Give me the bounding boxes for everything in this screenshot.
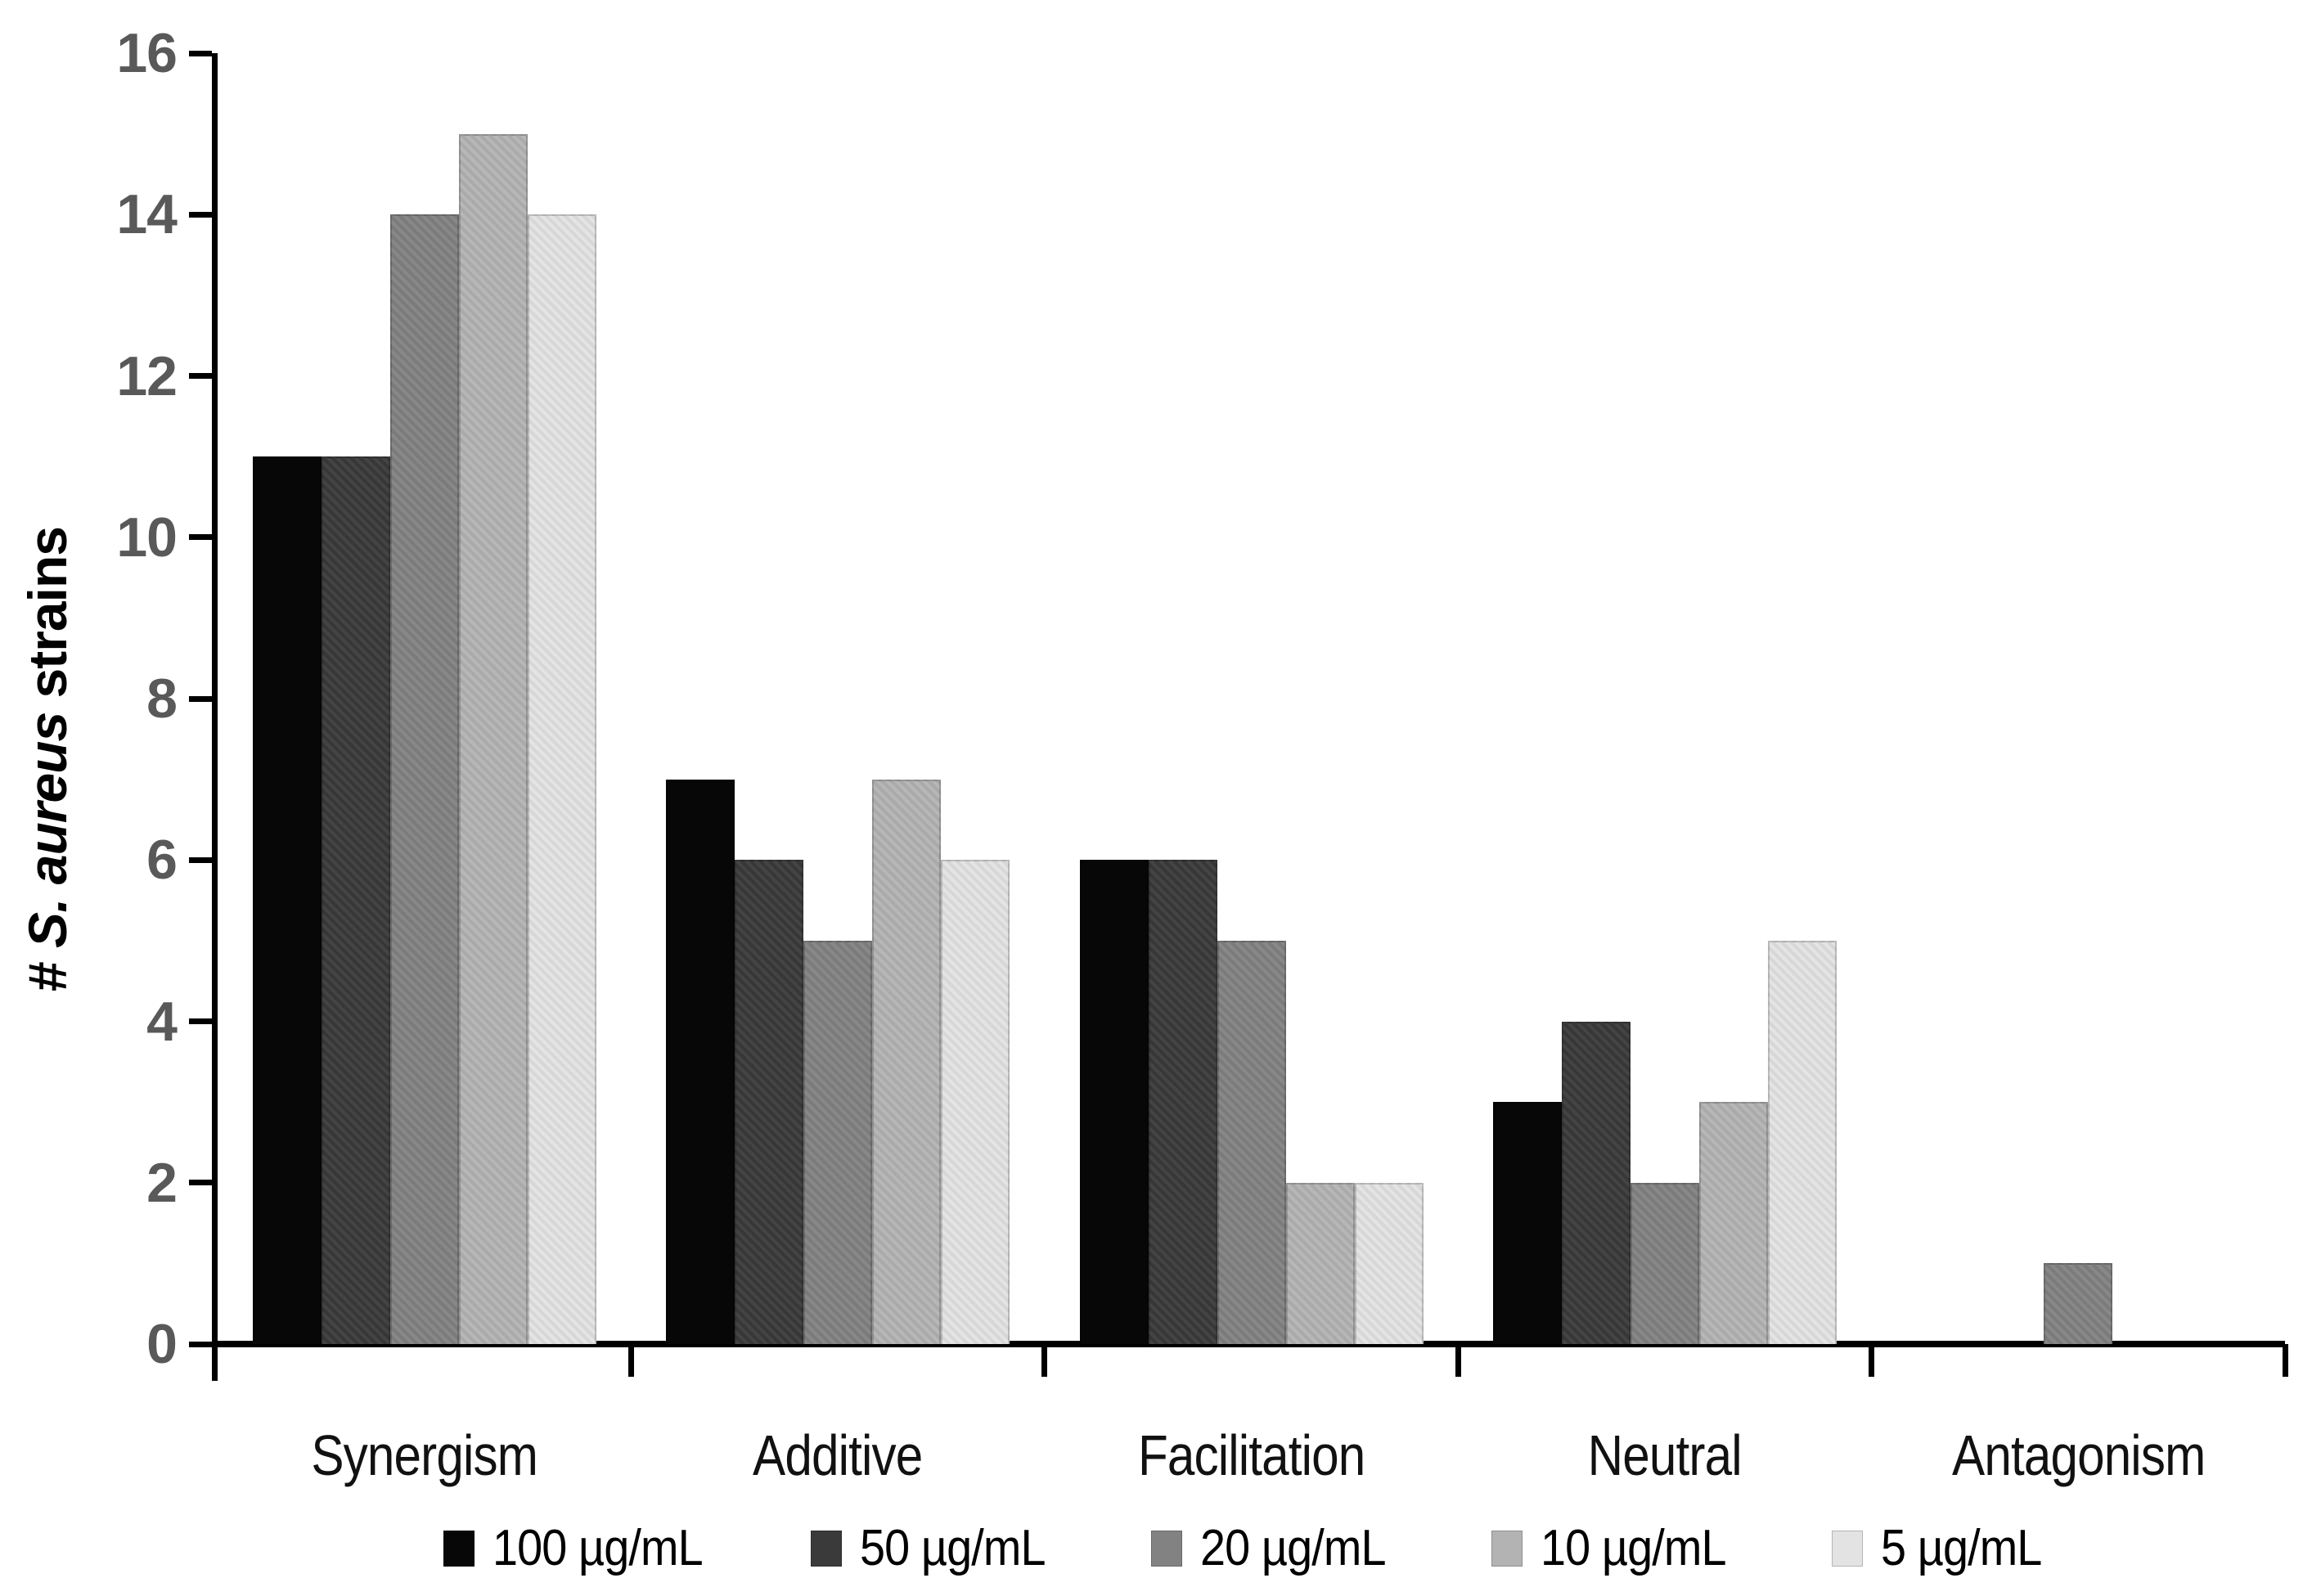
bar-100-ug-mL-facilitation [1079,860,1149,1344]
bar-20-ug-mL-facilitation [1217,940,1286,1344]
y-tick-label-10: 10 [116,506,178,569]
y-tick-0 [189,1341,212,1347]
chart-legend: 100 µg/mL 50 µg/mL 20 µg/mL 10 µg/mL 5 µg/mL [218,1520,2285,1577]
bar-5-ug-mL-facilitation [1354,1182,1424,1344]
y-tick-label-2: 2 [146,1151,178,1214]
y-tick-4 [189,1018,212,1024]
y-tick-10 [189,534,212,541]
bar-group-additive [631,53,1044,1344]
bar-100-ug-mL-additive [666,779,735,1344]
bar-50-ug-mL-neutral [1561,1021,1631,1344]
category-label-facilitation: Facilitation [1137,1423,1365,1487]
y-tick-label-8: 8 [146,668,178,730]
legend-item-100-ug-mL: 100 µg/mL [443,1520,726,1577]
bar-10-ug-mL-additive [872,779,942,1344]
legend-item-10-ug-mL: 10 µg/mL [1491,1520,1747,1577]
legend-swatch-icon [811,1531,843,1567]
x-axis-boundary-tick-5 [2282,1344,2288,1377]
bar-group-facilitation [1045,53,1458,1344]
bar-group-antagonism [1872,53,2285,1344]
bar-20-ug-mL-neutral [1630,1182,1699,1344]
bar-groups [218,53,2285,1344]
x-axis-boundary-tick-2 [1041,1344,1048,1377]
y-tick-14 [189,211,212,218]
bar-10-ug-mL-synergism [458,133,528,1344]
bar-100-ug-mL-neutral [1492,1102,1562,1344]
bar-100-ug-mL-synergism [252,456,322,1344]
legend-label: 100 µg/mL [493,1520,704,1576]
y-tick-label-16: 16 [116,22,178,84]
y-axis-title-prefix: # [17,947,78,991]
y-axis-line [212,53,218,1381]
y-tick-12 [189,373,212,379]
y-axis-title: # S. aureus strains [16,527,79,991]
x-axis-boundary-tick-3 [1455,1344,1461,1377]
y-tick-2 [189,1180,212,1186]
legend-label: 50 µg/mL [860,1520,1046,1576]
bar-50-ug-mL-additive [735,860,804,1344]
category-label-additive: Additive [753,1423,923,1487]
y-axis-title-species: S. aureus [17,712,78,948]
x-axis-boundary-tick-4 [1869,1344,1875,1377]
y-tick-label-14: 14 [116,183,178,246]
category-label-neutral: Neutral [1587,1423,1743,1487]
legend-swatch-icon [443,1531,475,1567]
y-tick-label-4: 4 [146,990,178,1053]
category-label-synergism: Synergism [311,1423,538,1487]
bar-5-ug-mL-neutral [1767,940,1837,1344]
bar-5-ug-mL-synergism [527,214,596,1344]
legend-swatch-icon [1831,1531,1863,1567]
legend-label: 5 µg/mL [1880,1520,2042,1576]
x-axis-boundary-tick-1 [627,1344,634,1377]
bar-5-ug-mL-additive [941,860,1010,1344]
y-tick-16 [189,50,212,56]
category-label-antagonism: Antagonism [1951,1423,2206,1487]
bar-20-ug-mL-additive [803,940,873,1344]
legend-swatch-icon [1151,1531,1183,1567]
legend-swatch-icon [1491,1531,1523,1567]
bar-20-ug-mL-synergism [389,214,459,1344]
legend-label: 10 µg/mL [1540,1520,1726,1576]
bar-group-synergism [218,53,631,1344]
bar-group-neutral [1458,53,1871,1344]
y-tick-label-0: 0 [146,1313,178,1375]
bar-50-ug-mL-facilitation [1148,860,1217,1344]
bar-10-ug-mL-facilitation [1285,1182,1355,1344]
y-tick-6 [189,856,212,863]
x-axis-line [212,1341,2285,1347]
plot-area: 0 2 4 6 8 10 12 14 16 [116,25,2288,1381]
y-tick-label-12: 12 [116,344,178,407]
y-tick-label-6: 6 [146,829,178,892]
category-axis-labels: Synergism Additive Facilitation Neutral Anta… [218,1423,2285,1487]
bar-10-ug-mL-neutral [1698,1102,1768,1344]
legend-item-20-ug-mL: 20 µg/mL [1151,1520,1406,1577]
y-tick-8 [189,695,212,702]
bar-20-ug-mL-antagonism [2044,1263,2113,1344]
legend-item-5-ug-mL: 5 µg/mL [1831,1520,2059,1577]
legend-label: 20 µg/mL [1200,1520,1386,1576]
legend-item-50-ug-mL: 50 µg/mL [811,1520,1066,1577]
bar-50-ug-mL-synergism [321,456,390,1344]
